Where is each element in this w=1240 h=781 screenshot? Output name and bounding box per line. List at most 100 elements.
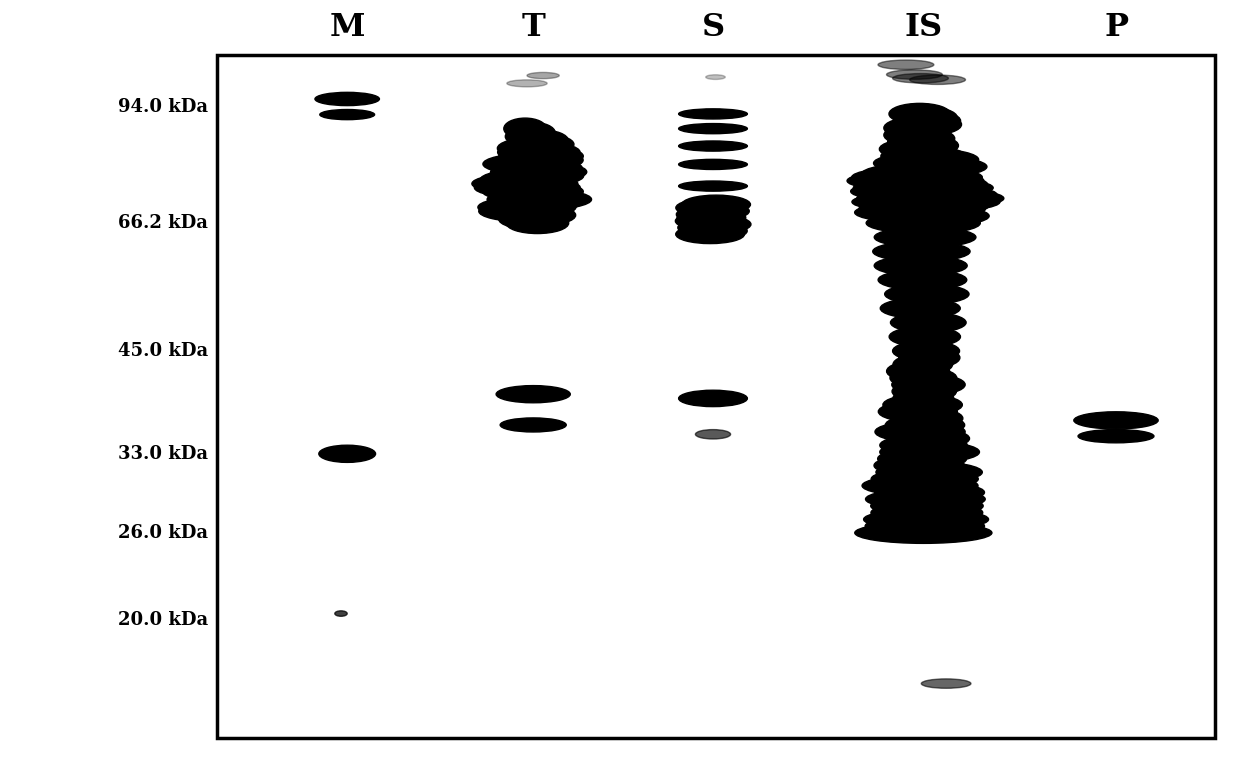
Ellipse shape bbox=[900, 114, 961, 135]
Ellipse shape bbox=[678, 181, 748, 191]
Ellipse shape bbox=[475, 177, 580, 198]
Text: 45.0 kDa: 45.0 kDa bbox=[118, 342, 208, 360]
Ellipse shape bbox=[864, 195, 990, 216]
Ellipse shape bbox=[897, 135, 959, 156]
Ellipse shape bbox=[888, 131, 949, 152]
Ellipse shape bbox=[315, 92, 379, 105]
Ellipse shape bbox=[889, 103, 950, 124]
Ellipse shape bbox=[498, 145, 583, 166]
Bar bbox=[217, 55, 1215, 738]
Ellipse shape bbox=[507, 80, 547, 87]
Ellipse shape bbox=[482, 181, 583, 202]
Ellipse shape bbox=[678, 218, 746, 237]
Ellipse shape bbox=[873, 241, 970, 262]
Ellipse shape bbox=[503, 118, 547, 139]
Ellipse shape bbox=[870, 502, 983, 523]
Ellipse shape bbox=[479, 201, 572, 222]
Ellipse shape bbox=[1074, 412, 1158, 429]
Ellipse shape bbox=[676, 225, 744, 244]
Text: S: S bbox=[702, 12, 724, 43]
Ellipse shape bbox=[527, 73, 559, 79]
Ellipse shape bbox=[487, 189, 591, 210]
Ellipse shape bbox=[492, 158, 582, 179]
Ellipse shape bbox=[892, 381, 956, 402]
Ellipse shape bbox=[706, 75, 725, 80]
Ellipse shape bbox=[874, 159, 973, 180]
Text: 26.0 kDa: 26.0 kDa bbox=[118, 524, 208, 542]
Ellipse shape bbox=[678, 141, 748, 151]
Ellipse shape bbox=[490, 185, 578, 206]
Ellipse shape bbox=[887, 149, 978, 170]
Ellipse shape bbox=[862, 475, 978, 496]
Ellipse shape bbox=[883, 142, 949, 163]
Ellipse shape bbox=[678, 109, 748, 119]
Ellipse shape bbox=[870, 495, 983, 516]
Ellipse shape bbox=[878, 212, 981, 234]
Ellipse shape bbox=[890, 367, 957, 388]
Ellipse shape bbox=[866, 515, 985, 537]
Ellipse shape bbox=[500, 149, 583, 170]
Ellipse shape bbox=[472, 173, 578, 194]
Ellipse shape bbox=[874, 482, 985, 503]
Ellipse shape bbox=[887, 70, 942, 79]
Ellipse shape bbox=[880, 298, 960, 319]
Ellipse shape bbox=[884, 124, 945, 145]
Ellipse shape bbox=[893, 341, 960, 361]
Ellipse shape bbox=[863, 508, 988, 530]
Ellipse shape bbox=[880, 441, 980, 462]
Ellipse shape bbox=[910, 75, 966, 84]
Ellipse shape bbox=[677, 209, 745, 227]
Ellipse shape bbox=[853, 177, 993, 198]
Ellipse shape bbox=[857, 187, 1004, 209]
Ellipse shape bbox=[874, 455, 965, 476]
Ellipse shape bbox=[681, 201, 749, 220]
Ellipse shape bbox=[899, 110, 961, 131]
Ellipse shape bbox=[482, 154, 578, 175]
Ellipse shape bbox=[854, 522, 992, 544]
Ellipse shape bbox=[872, 469, 978, 490]
Ellipse shape bbox=[477, 197, 575, 218]
Ellipse shape bbox=[884, 284, 968, 305]
Ellipse shape bbox=[507, 122, 556, 143]
Ellipse shape bbox=[864, 184, 997, 205]
Ellipse shape bbox=[888, 428, 970, 449]
Text: 33.0 kDa: 33.0 kDa bbox=[118, 445, 208, 463]
Ellipse shape bbox=[887, 361, 950, 382]
Ellipse shape bbox=[847, 170, 983, 191]
Ellipse shape bbox=[491, 162, 587, 183]
Ellipse shape bbox=[682, 215, 751, 234]
Ellipse shape bbox=[875, 421, 965, 442]
Ellipse shape bbox=[497, 141, 580, 162]
Ellipse shape bbox=[884, 117, 945, 138]
Ellipse shape bbox=[851, 180, 982, 201]
Ellipse shape bbox=[895, 341, 955, 362]
Ellipse shape bbox=[497, 137, 568, 159]
Ellipse shape bbox=[892, 374, 965, 395]
Ellipse shape bbox=[676, 212, 744, 230]
Ellipse shape bbox=[862, 163, 975, 184]
Text: 66.2 kDa: 66.2 kDa bbox=[119, 214, 208, 232]
Ellipse shape bbox=[859, 198, 986, 219]
Ellipse shape bbox=[319, 445, 376, 462]
Ellipse shape bbox=[505, 205, 575, 226]
Ellipse shape bbox=[500, 418, 567, 432]
Ellipse shape bbox=[678, 222, 748, 241]
Ellipse shape bbox=[893, 387, 954, 408]
Ellipse shape bbox=[878, 269, 967, 290]
Text: P: P bbox=[1104, 12, 1128, 43]
Ellipse shape bbox=[866, 489, 986, 510]
Ellipse shape bbox=[852, 191, 999, 212]
Ellipse shape bbox=[873, 152, 975, 173]
Ellipse shape bbox=[878, 156, 987, 177]
Ellipse shape bbox=[899, 348, 960, 369]
Ellipse shape bbox=[878, 401, 957, 423]
Ellipse shape bbox=[885, 415, 965, 436]
Ellipse shape bbox=[867, 213, 972, 234]
Ellipse shape bbox=[872, 209, 981, 230]
Ellipse shape bbox=[491, 193, 579, 214]
Ellipse shape bbox=[682, 195, 750, 214]
Ellipse shape bbox=[895, 107, 957, 128]
Ellipse shape bbox=[879, 138, 955, 159]
Ellipse shape bbox=[1078, 430, 1154, 443]
Ellipse shape bbox=[506, 212, 569, 234]
